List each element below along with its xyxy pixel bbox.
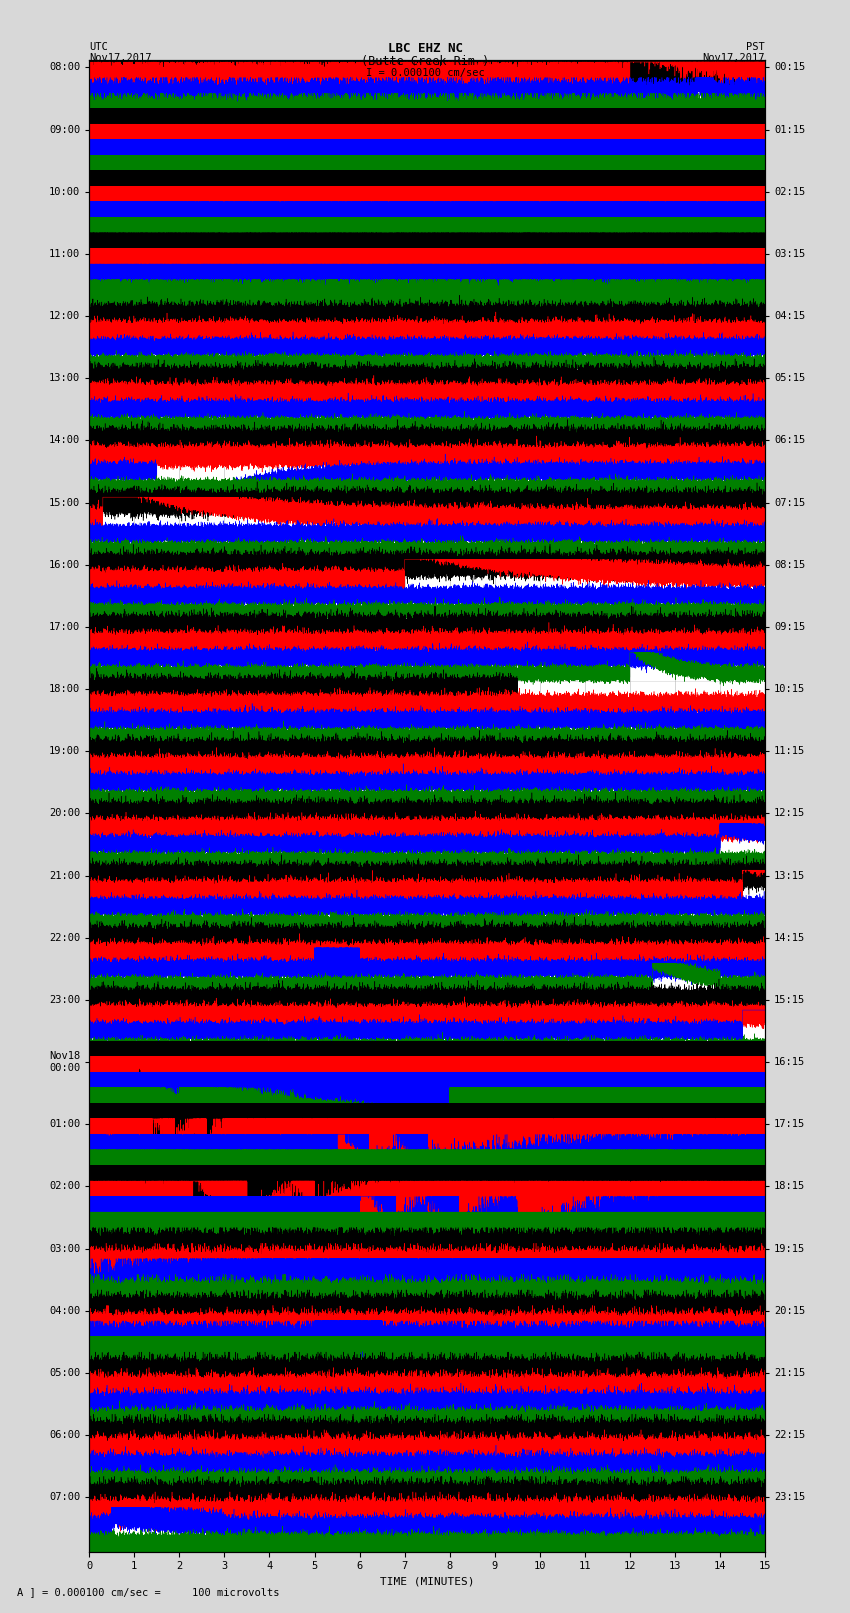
Text: Nov17,2017: Nov17,2017 [702, 53, 765, 63]
Text: PST: PST [746, 42, 765, 52]
Text: UTC: UTC [89, 42, 108, 52]
Text: (Butte Creek Rim ): (Butte Creek Rim ) [361, 55, 489, 68]
Text: I = 0.000100 cm/sec: I = 0.000100 cm/sec [366, 68, 484, 77]
Text: Nov17,2017: Nov17,2017 [89, 53, 152, 63]
Text: A ] = 0.000100 cm/sec =     100 microvolts: A ] = 0.000100 cm/sec = 100 microvolts [17, 1587, 280, 1597]
X-axis label: TIME (MINUTES): TIME (MINUTES) [380, 1578, 474, 1587]
Text: LBC EHZ NC: LBC EHZ NC [388, 42, 462, 55]
